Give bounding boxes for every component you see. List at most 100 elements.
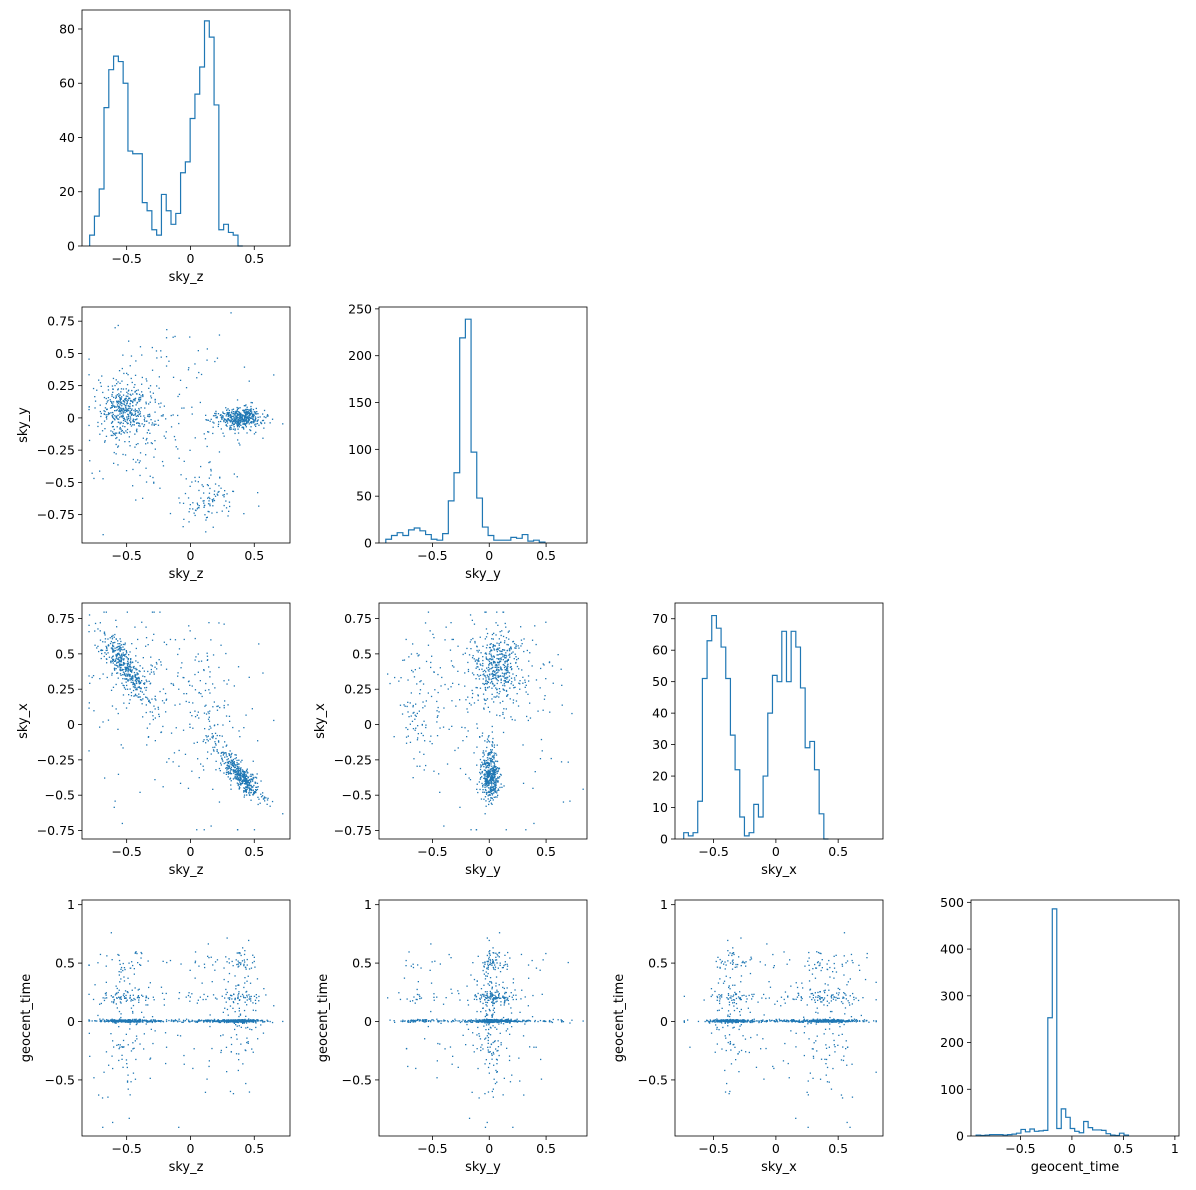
scatter-point <box>103 632 106 634</box>
scatter-point <box>149 711 151 713</box>
scatter-point <box>109 407 112 409</box>
scatter-point <box>105 397 107 400</box>
scatter-point <box>217 1019 219 1021</box>
scatter-point <box>147 1021 149 1023</box>
scatter-point <box>479 768 482 771</box>
scatter-point <box>476 723 478 725</box>
scatter-point <box>200 693 202 695</box>
scatter-point <box>99 410 101 413</box>
scatter-point <box>232 1021 235 1023</box>
scatter-point <box>111 405 113 407</box>
scatter-point <box>103 396 106 399</box>
scatter-point <box>248 998 250 1000</box>
scatter-point <box>210 1020 212 1022</box>
scatter-point <box>130 695 133 697</box>
scatter-point <box>137 962 139 964</box>
scatter-point <box>156 663 158 665</box>
scatter-point <box>122 969 124 972</box>
scatter-point <box>236 424 238 427</box>
scatter-point <box>180 963 182 965</box>
scatter-point <box>488 741 491 743</box>
scatter-point <box>225 956 227 958</box>
scatter-point <box>191 413 193 415</box>
scatter-point <box>252 794 254 796</box>
scatter-point <box>486 779 488 781</box>
scatter-point <box>147 1004 149 1006</box>
scatter-point <box>253 411 255 413</box>
scatter-point <box>102 673 104 675</box>
scatter-point <box>223 435 225 437</box>
scatter-point <box>137 677 139 680</box>
scatter-point <box>446 763 449 765</box>
scatter-point <box>490 663 493 665</box>
scatter-point <box>214 360 216 363</box>
scatter-point <box>99 639 102 641</box>
scatter-point <box>519 680 521 682</box>
scatter-point <box>178 497 180 499</box>
scatter-point <box>141 376 143 379</box>
scatter-point <box>405 736 408 738</box>
scatter-point <box>513 658 515 660</box>
scatter-point <box>163 702 165 704</box>
scatter-point <box>508 654 510 656</box>
scatter-point <box>126 384 129 386</box>
scatter-point <box>207 419 209 421</box>
scatter-point <box>198 505 200 507</box>
scatter-point <box>436 710 438 712</box>
scatter-point <box>493 649 495 651</box>
scatter-point <box>500 657 502 659</box>
scatter-point <box>99 382 102 384</box>
scatter-point <box>227 412 229 414</box>
scatter-point <box>431 743 433 745</box>
scatter-point <box>128 441 130 443</box>
scatter-point <box>489 772 491 774</box>
scatter-point <box>206 655 209 657</box>
scatter-point <box>107 399 109 402</box>
scatter-point <box>115 657 117 660</box>
scatter-point <box>214 997 217 999</box>
scatter-point <box>88 964 90 966</box>
scatter-point <box>115 638 117 640</box>
scatter-point <box>202 485 204 488</box>
scatter-point <box>484 774 486 776</box>
scatter-point <box>507 670 509 672</box>
scatter-point <box>107 719 110 721</box>
scatter-point <box>485 778 487 780</box>
scatter-point <box>424 622 427 624</box>
scatter-point <box>94 622 97 625</box>
axes-frame <box>81 306 291 544</box>
scatter-point <box>510 648 512 650</box>
scatter-point <box>97 421 99 424</box>
scatter-point <box>125 656 127 658</box>
scatter-point <box>495 687 497 689</box>
scatter-point <box>486 764 488 767</box>
scatter-point <box>139 699 142 701</box>
scatter-point <box>160 661 162 663</box>
scatter-point <box>124 419 126 421</box>
scatter-point <box>497 671 499 673</box>
scatter-point <box>514 679 516 681</box>
scatter-point <box>102 997 104 999</box>
scatter-point <box>132 1048 134 1050</box>
scatter-point <box>425 764 427 767</box>
scatter-point <box>102 391 104 394</box>
scatter-point <box>246 994 248 996</box>
scatter-point <box>134 390 136 393</box>
scatter-point <box>440 685 442 687</box>
scatter-point <box>475 686 477 689</box>
scatter-point <box>172 684 175 686</box>
scatter-point <box>149 475 151 477</box>
scatter-point <box>492 666 494 668</box>
scatter-point <box>234 975 236 977</box>
scatter-point <box>493 696 495 698</box>
scatter-point <box>96 389 98 391</box>
scatter-point <box>163 1004 165 1006</box>
scatter-point <box>125 388 127 390</box>
scatter-point <box>242 782 244 784</box>
scatter-point <box>111 660 113 662</box>
scatter-point <box>132 1072 135 1074</box>
scatter-point <box>486 960 488 963</box>
scatter-point <box>99 630 101 632</box>
scatter-point <box>177 675 179 677</box>
scatter-point <box>111 672 113 674</box>
